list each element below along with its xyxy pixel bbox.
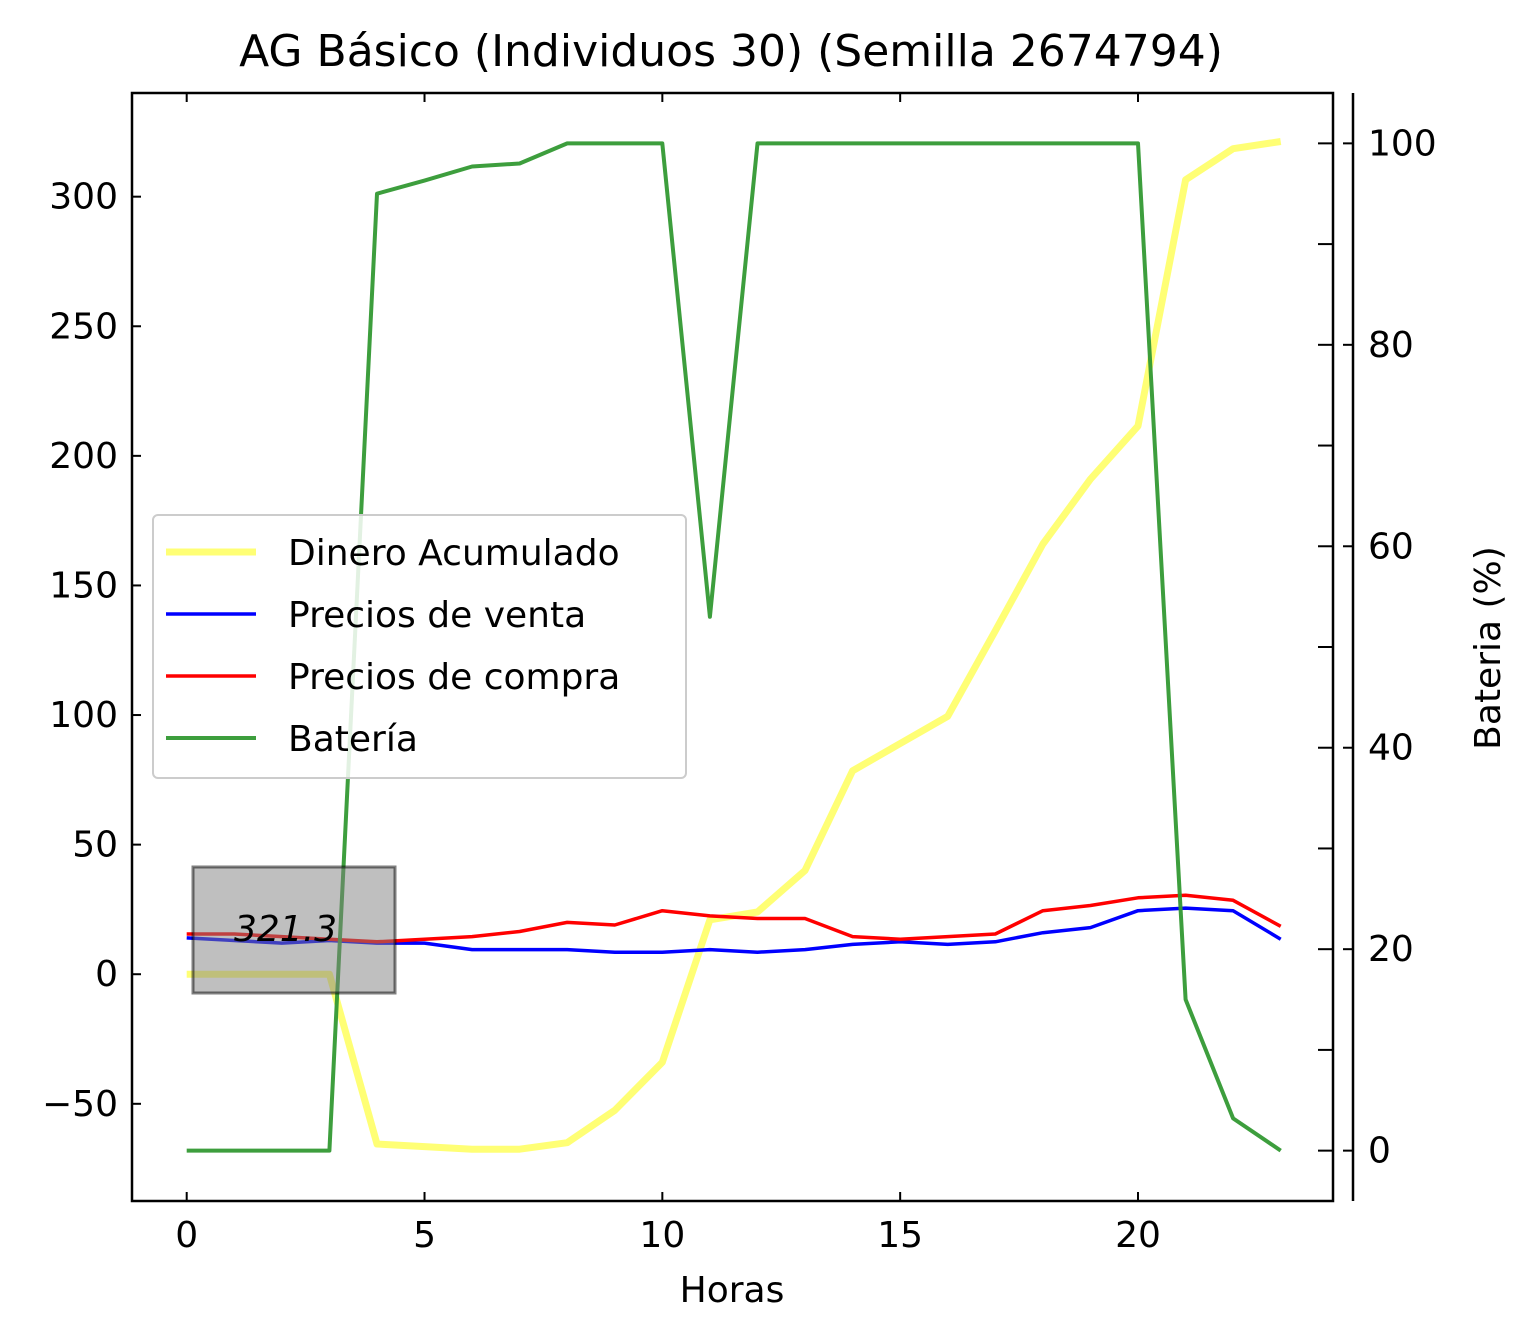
legend-label-precios-de-compra: Precios de compra [288,657,620,698]
legend-label-precios-de-venta: Precios de venta [288,595,586,636]
y-tick-label: 150 [49,565,118,606]
annotation-layer: 321.3 [191,865,397,995]
x-tick-label: 0 [175,1215,198,1256]
y2-tick-label: 100 [1368,123,1437,164]
y2-tick-label: 80 [1368,325,1414,366]
secondary-y-axis: 0 20 40 60 80 100 [1318,93,1437,1201]
x-axis-label: Horas [680,1270,785,1311]
y-tick-label: 250 [49,306,118,347]
y-tick-label: 50 [72,825,118,866]
annotation-box [191,865,397,995]
y-tick-label: 100 [49,695,118,736]
y-tick-label: −50 [42,1084,118,1125]
annotation-text: 321.3 [234,909,337,950]
y-tick-label: 300 [49,177,118,218]
y2-axis-label: Bateria (%) [1468,546,1509,750]
y2-tick-label: 20 [1368,929,1414,970]
x-tick-label: 5 [413,1215,436,1256]
x-tick-label: 15 [877,1215,923,1256]
x-tick-label: 10 [639,1215,685,1256]
x-tick-label: 20 [1115,1215,1161,1256]
legend-box [152,514,687,779]
legend: Dinero Acumulado Precios de venta Precios … [152,514,687,779]
legend-label-dinero-acumulado: Dinero Acumulado [288,533,620,574]
chart-title: AG Básico (Individuos 30) (Semilla 26747… [239,26,1223,77]
y2-tick-label: 40 [1368,728,1414,769]
y-axis-ticks: −50 0 50 100 150 200 250 300 [42,177,141,1125]
y-tick-label: 0 [95,954,118,995]
series-line-bateria [186,141,1282,1153]
legend-label-bateria: Batería [288,719,418,760]
x-axis-ticks: 0 5 10 15 20 [175,93,1161,1256]
y-tick-label: 200 [49,436,118,477]
y2-tick-label: 0 [1368,1131,1391,1172]
y2-tick-label: 60 [1368,526,1414,567]
